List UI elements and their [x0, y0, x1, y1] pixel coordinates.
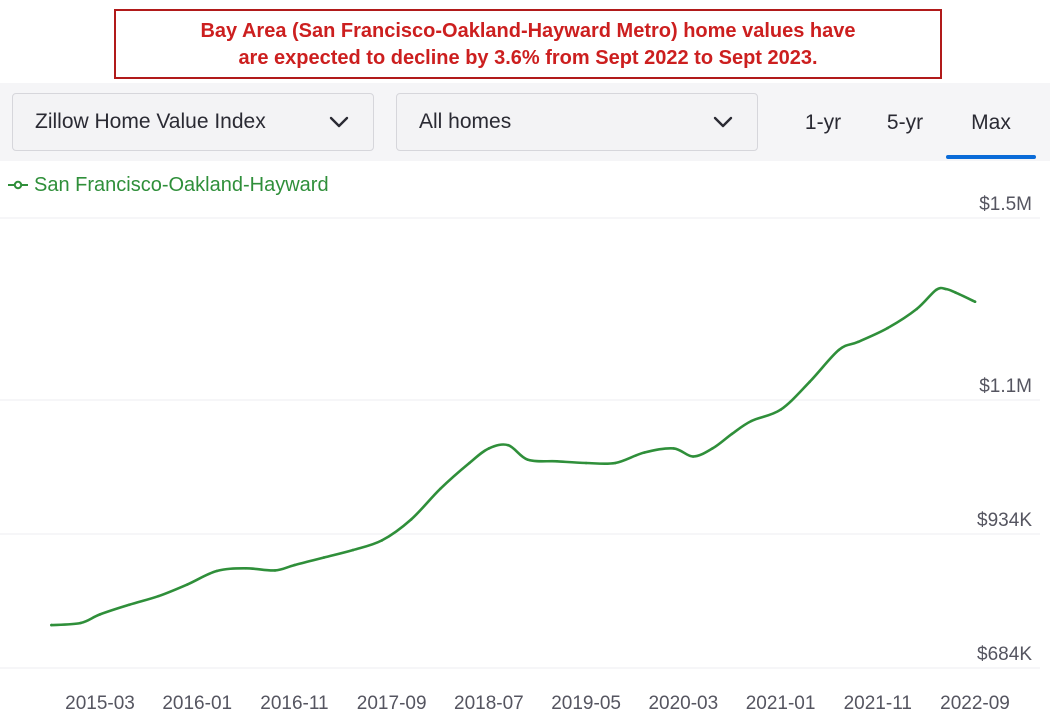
- data-point: [507, 443, 510, 447]
- data-point: [614, 461, 617, 465]
- data-point: [127, 603, 131, 607]
- y-tick-label: $934K: [977, 510, 1032, 531]
- y-axis-labels: $684K $934K $1.1M $1.5M: [977, 194, 1032, 665]
- chart-legend: San Francisco-Oakland-Hayward: [8, 172, 329, 198]
- data-point: [808, 380, 811, 384]
- banner-line-1: Bay Area (San Francisco-Oakland-Hayward …: [200, 20, 856, 42]
- banner-line-2: are expected to decline by 3.6% from Sep…: [238, 47, 818, 69]
- data-point: [973, 300, 977, 303]
- range-5yr-button[interactable]: 5-yr: [886, 111, 924, 134]
- data-point: [886, 326, 889, 330]
- series-layer: [50, 286, 977, 627]
- data-point: [273, 569, 277, 572]
- data-point: [857, 340, 860, 344]
- legend-line-marker-icon: [8, 180, 28, 190]
- x-tick-label: 2016-11: [260, 693, 328, 714]
- x-tick-label: 2020-03: [648, 693, 718, 714]
- x-tick-label: 2017-09: [357, 693, 427, 714]
- x-tick-label: 2021-01: [746, 693, 816, 714]
- forecast-banner: Bay Area (San Francisco-Oakland-Hayward …: [114, 9, 942, 79]
- metric-select-label: Zillow Home Value Index: [35, 110, 266, 133]
- data-point: [934, 288, 938, 292]
- data-point: [944, 287, 948, 291]
- data-point: [215, 569, 218, 573]
- data-point: [730, 432, 734, 436]
- x-tick-label: 2015-03: [65, 693, 135, 714]
- series-line: [50, 286, 977, 627]
- x-tick-label: 2016-01: [162, 693, 232, 714]
- data-point: [468, 461, 471, 465]
- data-point: [750, 419, 753, 423]
- data-point: [915, 307, 918, 311]
- data-point: [50, 623, 53, 627]
- data-point: [672, 447, 675, 450]
- data-point: [954, 291, 957, 294]
- chevron-down-icon: [713, 116, 733, 128]
- data-point: [711, 447, 714, 450]
- grid-lines: [0, 217, 1040, 669]
- data-point: [79, 621, 82, 625]
- data-point: [380, 539, 384, 542]
- data-point: [526, 458, 530, 462]
- y-tick-label: $684K: [977, 644, 1032, 665]
- home-type-select-label: All homes: [419, 110, 512, 133]
- legend-series-label: San Francisco-Oakland-Hayward: [34, 173, 329, 196]
- chart-toolbar: Zillow Home Value Index All homes 1-yr 5…: [0, 83, 1050, 161]
- data-point: [643, 451, 646, 454]
- data-point: [157, 594, 160, 598]
- data-point: [322, 556, 325, 559]
- data-point: [584, 461, 588, 465]
- y-tick-label: $1.5M: [979, 194, 1032, 215]
- x-axis-labels: 2015-03 2016-01 2016-11 2017-09 2018-07 2019-…: [65, 693, 1010, 714]
- data-point: [779, 408, 782, 411]
- data-point: [487, 447, 491, 450]
- data-point: [439, 487, 442, 491]
- x-tick-label: 2022-09: [940, 693, 1010, 714]
- data-point: [98, 613, 102, 616]
- data-point: [186, 583, 189, 586]
- x-tick-label: 2019-05: [551, 693, 621, 714]
- y-tick-label: $1.1M: [979, 376, 1032, 397]
- data-point: [555, 460, 559, 463]
- home-type-select[interactable]: All homes: [396, 93, 758, 151]
- data-point: [409, 518, 413, 521]
- data-point: [691, 455, 695, 458]
- x-tick-label: 2018-07: [454, 693, 524, 714]
- home-value-line-chart: $684K $934K $1.1M $1.5M 2015-03 2016-01 2016-…: [0, 194, 1040, 714]
- data-point: [837, 348, 841, 352]
- data-point: [244, 567, 248, 570]
- data-point: [351, 548, 355, 552]
- data-point: [293, 563, 296, 567]
- chevron-down-icon: [329, 116, 349, 128]
- range-max-button[interactable]: Max: [946, 103, 1036, 159]
- range-1yr-button[interactable]: 1-yr: [804, 111, 842, 134]
- metric-select[interactable]: Zillow Home Value Index: [12, 93, 374, 151]
- x-tick-label: 2021-11: [844, 693, 912, 714]
